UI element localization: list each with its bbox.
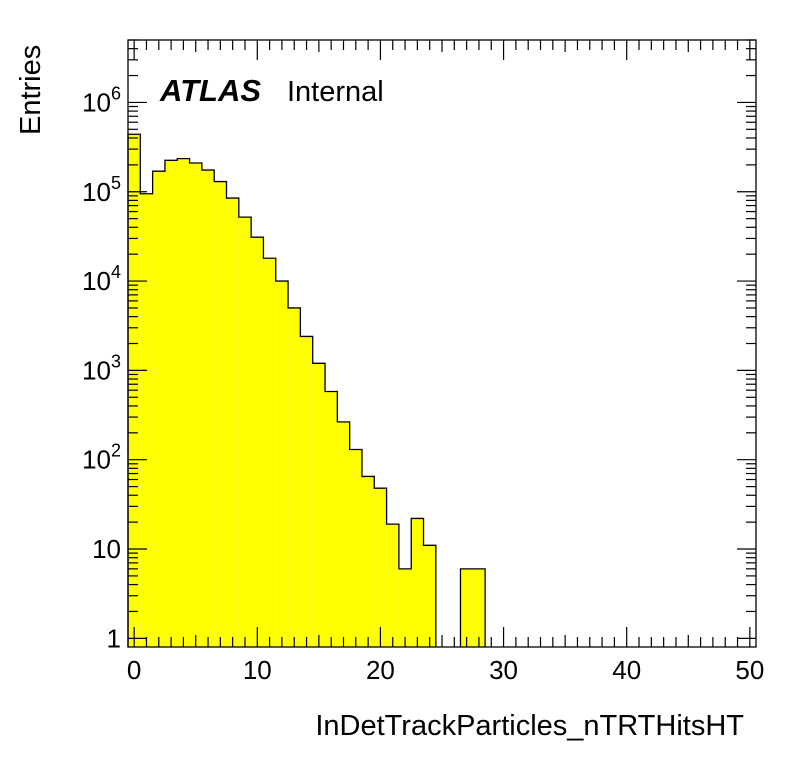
histogram-bar (386, 524, 399, 647)
histogram-bar (423, 545, 436, 647)
y-tick-label: 105 (82, 173, 121, 207)
x-tick-label: 40 (612, 655, 641, 685)
histogram-bar (411, 518, 424, 647)
histogram-bar (398, 568, 412, 647)
internal-label: Internal (287, 76, 384, 108)
histogram-bar (472, 568, 486, 647)
y-tick-labels: 1 10 102 103 104 105 106 (82, 83, 121, 653)
y-tick-label: 103 (82, 351, 121, 385)
y-tick-label: 104 (82, 262, 121, 296)
histogram-bar (349, 449, 362, 647)
histogram-bar (177, 158, 190, 647)
histogram-bar (460, 568, 473, 647)
histogram-bar (189, 162, 202, 647)
histogram-bar (152, 171, 165, 648)
histogram-outline (127, 133, 486, 647)
x-tick-label: 10 (243, 655, 272, 685)
histogram-bars (128, 134, 486, 648)
axis-ticks (128, 39, 756, 647)
x-tick-label: 20 (366, 655, 395, 685)
y-tick-label: 1 (107, 623, 121, 653)
histogram-bar (201, 170, 215, 648)
histogram-bar (140, 193, 153, 648)
histogram-bar (288, 307, 301, 647)
histogram-bar (226, 198, 239, 648)
x-tick-label: 50 (735, 655, 764, 685)
histogram-bar (325, 391, 338, 647)
y-tick-label: 10 (92, 534, 121, 564)
histogram-bar (361, 476, 375, 647)
histogram-bar (164, 160, 178, 648)
histogram-bar (275, 281, 289, 647)
histogram-bar (300, 336, 313, 647)
histogram-bar (251, 237, 264, 647)
histogram-bar (374, 488, 387, 647)
y-tick-label: 102 (82, 441, 121, 475)
histogram-bar (337, 421, 350, 647)
y-axis-label: Entries (15, 45, 47, 135)
x-tick-label: 30 (489, 655, 518, 685)
histogram-bar (263, 258, 276, 647)
x-axis-label: InDetTrackParticles_nTRTHitsHT (315, 710, 744, 742)
y-tick-label: 106 (82, 83, 121, 117)
x-tick-labels: 0 10 20 30 40 50 (127, 655, 764, 685)
histogram-bar (238, 217, 252, 647)
histogram-bar (312, 363, 326, 647)
atlas-label: ATLAS (159, 73, 261, 108)
histogram-bar (214, 181, 227, 648)
x-tick-label: 0 (127, 655, 141, 685)
